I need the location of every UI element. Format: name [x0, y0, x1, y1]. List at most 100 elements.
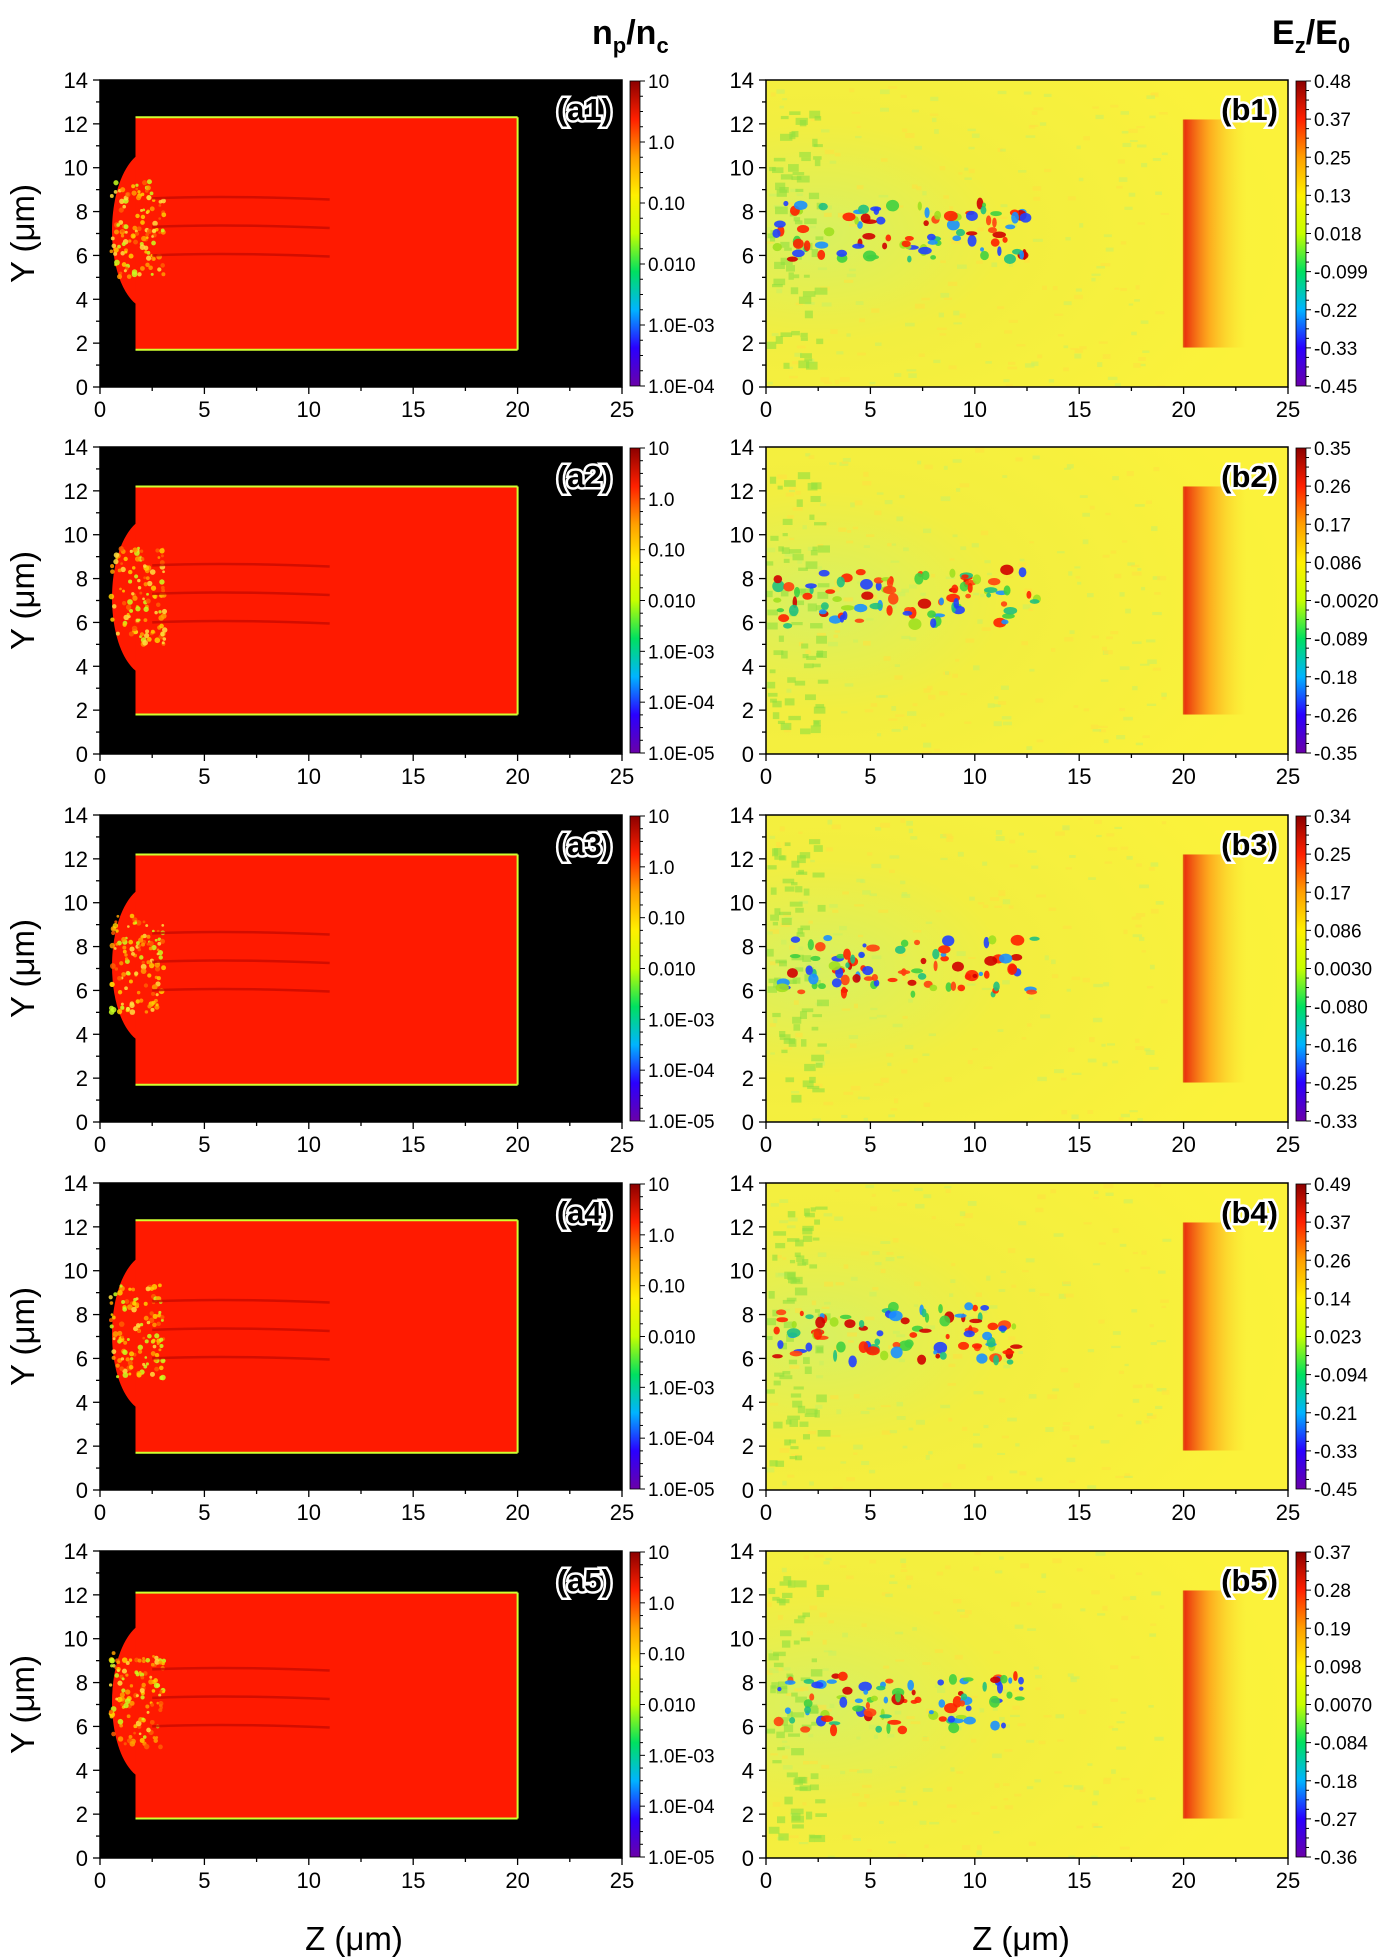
panel-a1-bulge-speckle: [149, 191, 154, 196]
panel-b4-xtick-label: 20: [1171, 1500, 1195, 1525]
panel-b4-channel-blob: [858, 1319, 865, 1328]
panel-b1-noise: [1136, 125, 1145, 129]
panel-b3-channel-blob: [775, 983, 789, 993]
panel-b4-noise: [1098, 1242, 1106, 1245]
panel-b5-noise: [1026, 1602, 1032, 1606]
panel-a4-bulge-speckle: [147, 1333, 152, 1339]
panel-a5-bulge-speckle: [117, 1736, 124, 1742]
panel-b1-xtick-label: 0: [760, 397, 772, 422]
panel-a5-colorbar-label: 1.0: [648, 1594, 674, 1615]
panel-b3-noise: [783, 1047, 792, 1050]
panel-a1-colorbar: [630, 81, 640, 386]
panel-b5-noise: [829, 1703, 835, 1708]
panel-b5-front-field: [781, 1640, 791, 1648]
panel-b3-front-field: [797, 855, 806, 864]
panel-b4-front-field: [772, 1309, 778, 1317]
panel-b2-noise: [984, 560, 991, 564]
panel-b3-front-field: [779, 1034, 791, 1040]
panel-b1-noise: [971, 133, 980, 138]
panel-b5-channel-blob: [947, 1715, 956, 1723]
panel-a1-heatmap: [100, 80, 622, 387]
panel-b3-channel-blob: [863, 976, 874, 981]
panel-b3-noise: [1120, 846, 1129, 850]
panel-b1-noise: [1133, 363, 1141, 368]
panel-b3-noise: [863, 946, 869, 952]
panel-b4-front-field: [799, 1421, 809, 1427]
panel-a3-ytick-label: 10: [64, 891, 88, 916]
panel-b1-front-field: [804, 358, 813, 362]
panel-b2-noise: [899, 494, 905, 499]
panel-b4-front-field: [805, 1212, 815, 1218]
panel-a2-bulge-speckle: [154, 610, 158, 615]
panel-a2-bulge-speckle: [149, 569, 156, 575]
panel-a1-bulge-speckle: [146, 228, 152, 234]
panel-b1-noise: [1105, 247, 1114, 252]
panel-b1-noise: [929, 113, 939, 116]
panel-b2-channel-blob: [914, 572, 924, 585]
panel-b2-noise: [798, 642, 804, 647]
panel-b2-noise: [980, 593, 985, 598]
panel-b4-noise: [885, 1257, 895, 1262]
panel-a2-colorbar: [630, 448, 640, 753]
panel-b1-front-field: [816, 338, 824, 345]
panel-b5-noise: [1067, 1673, 1074, 1677]
panel-b3-noise: [850, 1085, 861, 1091]
panel-b1-noise: [846, 273, 856, 278]
panel-a3-bulge-speckle: [135, 920, 142, 926]
panel-b4-noise: [949, 1293, 954, 1297]
panel-a4-bulge-speckle: [120, 1357, 125, 1361]
panel-b4-noise: [950, 1279, 956, 1284]
panel-b1-noise: [1095, 114, 1104, 120]
panel-b2-noise: [1066, 464, 1074, 469]
panel-a4-bulge-speckle: [137, 1349, 143, 1354]
panel-b3-channel-blob: [836, 953, 846, 959]
panel-b4-channel-blob: [799, 1310, 804, 1317]
panel-b4-noise: [1117, 1414, 1123, 1417]
panel-b2-noise: [1021, 641, 1029, 646]
panel-a1-bulge-speckle: [116, 223, 121, 227]
panel-a5-bulge-speckle: [108, 1709, 114, 1714]
panel-b5-front-field: [776, 1731, 785, 1739]
panel-b2-ytick-label: 8: [742, 567, 754, 592]
panel-a3-bulge-speckle: [122, 949, 127, 954]
panel-b4-channel-blob: [969, 1318, 983, 1324]
panel-b5-noise: [992, 1683, 997, 1687]
panel-b4-front-field: [773, 1231, 787, 1236]
panel-b3-channel-blob: [945, 982, 952, 992]
panel-b2-colorbar-label: -0.18: [1314, 668, 1357, 689]
panel-b3-xtick-label: 20: [1171, 1132, 1195, 1157]
panel-a5-bulge-speckle: [121, 1677, 125, 1681]
panel-b4-noise: [835, 1282, 845, 1286]
panel-b4-noise: [848, 1340, 854, 1343]
panel-b2-channel-blob: [1001, 619, 1009, 625]
panel-b5-front-field: [794, 1580, 807, 1588]
panel-a5-bulge-speckle: [141, 1717, 145, 1721]
panel-b4-front-field: [786, 1334, 794, 1342]
panel-b2-ytick-label: 2: [742, 698, 754, 723]
panel-b1-noise: [900, 94, 907, 98]
panel-a5-bulge-speckle: [138, 1670, 142, 1674]
panel-b5-xtick-label: 25: [1276, 1868, 1300, 1893]
panel-b1-channel-blob: [803, 240, 811, 252]
panel-b1-noise: [789, 375, 798, 379]
panel-b5-noise: [775, 1667, 784, 1671]
panel-a3-bulge-speckle: [129, 946, 135, 952]
panel-a2-bulge-speckle: [135, 606, 141, 612]
panel-b2-front-field: [787, 677, 796, 683]
panel-b3-noise: [1051, 959, 1056, 965]
panel-b1-front-field: [802, 291, 816, 297]
panel-b5-noise: [1054, 1771, 1062, 1774]
panel-a1-bulge-speckle: [158, 204, 162, 207]
panel-b1-noise: [1140, 363, 1146, 367]
panel-b3-channel-blob: [887, 977, 898, 983]
panel-b4-noise: [779, 1447, 790, 1453]
panel-b4-channel-blob: [933, 1341, 948, 1354]
panel-a3-bulge-speckle: [158, 955, 163, 960]
panel-b5-front-field: [811, 1721, 822, 1726]
panel-b3-colorbar-label: -0.25: [1314, 1074, 1357, 1095]
panel-b1-front-field: [814, 116, 822, 121]
panel-b2-noise: [863, 545, 870, 548]
panel-b4-noise: [1058, 1293, 1066, 1299]
panel-a4-bulge-speckle: [129, 1351, 135, 1357]
panel-b5-noise: [888, 1841, 897, 1844]
